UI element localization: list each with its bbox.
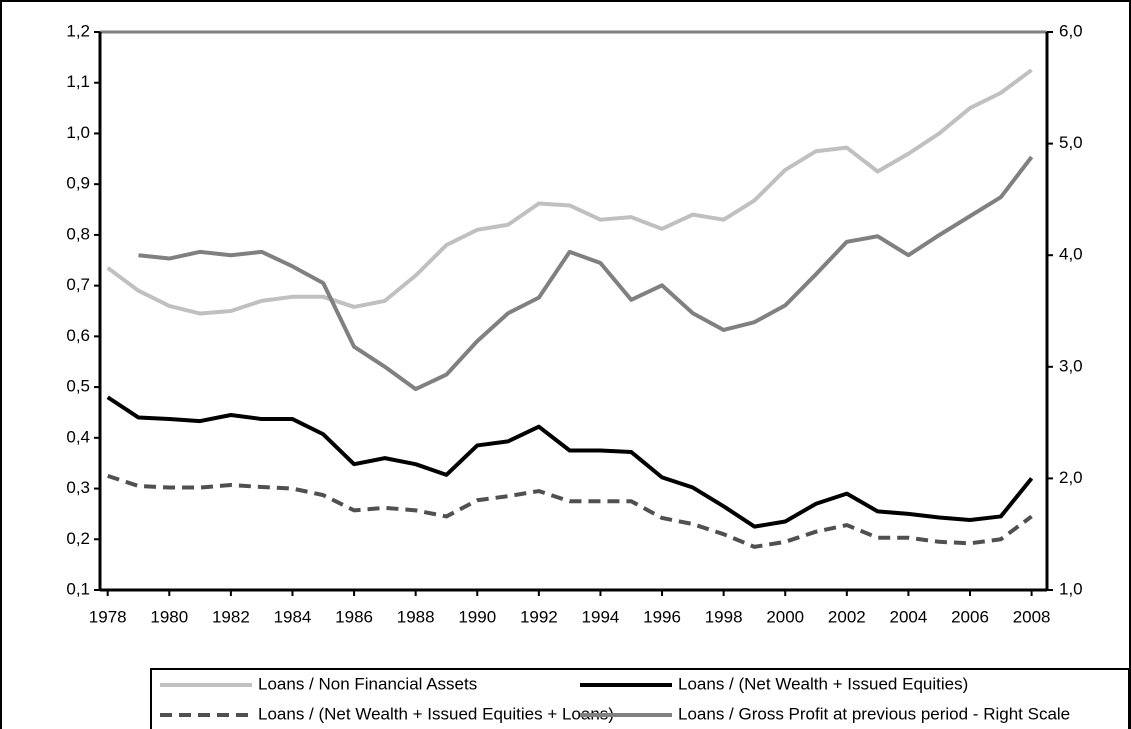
y-tick-label: 0,7	[66, 275, 90, 294]
series-line	[106, 68, 1033, 316]
x-tick-label: 2008	[1013, 607, 1051, 626]
x-tick-label: 1988	[397, 607, 435, 626]
series-line	[107, 473, 1033, 549]
x-tick-label: 1992	[520, 607, 558, 626]
y2-tick-label: 6,0	[1059, 21, 1083, 40]
legend-label: Loans / (Net Wealth + Issued Equities + …	[258, 704, 614, 723]
x-tick-label: 1980	[150, 607, 188, 626]
series-line	[138, 155, 1034, 392]
x-tick-label: 1990	[458, 607, 496, 626]
y2-tick-label: 4,0	[1059, 245, 1083, 264]
y-tick-label: 0,1	[66, 579, 90, 598]
y-tick-label: 0,5	[66, 377, 90, 396]
legend-label: Loans / Non Financial Assets	[258, 674, 477, 693]
legend-box	[150, 668, 1130, 729]
y2-tick-label: 1,0	[1059, 579, 1083, 598]
x-tick-label: 1998	[705, 607, 743, 626]
y-tick-label: 0,3	[66, 478, 90, 497]
x-tick-label: 2000	[766, 607, 804, 626]
y-tick-label: 0,6	[66, 326, 90, 345]
y-tick-label: 0,4	[66, 427, 90, 446]
y-tick-label: 1,2	[66, 21, 90, 40]
x-tick-label: 1984	[274, 607, 312, 626]
legend-label: Loans / (Net Wealth + Issued Equities)	[678, 674, 968, 693]
x-tick-label: 1982	[212, 607, 250, 626]
series-line	[106, 395, 1034, 529]
x-tick-label: 1996	[643, 607, 681, 626]
y-tick-label: 0,8	[66, 224, 90, 243]
y-tick-label: 0,9	[66, 174, 90, 193]
y2-tick-label: 3,0	[1059, 356, 1083, 375]
y-tick-label: 1,0	[66, 123, 90, 142]
y2-tick-label: 5,0	[1059, 133, 1083, 152]
legend-label: Loans / Gross Profit at previous period …	[678, 704, 1070, 723]
x-tick-label: 2004	[890, 607, 928, 626]
y-tick-label: 0,2	[66, 529, 90, 548]
x-tick-label: 1994	[582, 607, 620, 626]
y-tick-label: 1,1	[66, 72, 90, 91]
x-tick-label: 2006	[951, 607, 989, 626]
x-tick-label: 1986	[335, 607, 373, 626]
x-tick-label: 1978	[89, 607, 127, 626]
x-tick-label: 2002	[828, 607, 866, 626]
y2-tick-label: 2,0	[1059, 468, 1083, 487]
